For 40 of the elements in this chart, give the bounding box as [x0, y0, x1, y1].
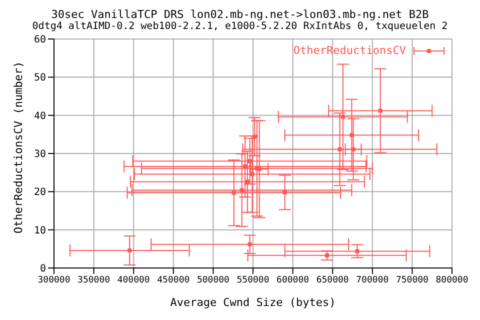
y-tick-label: 60	[34, 34, 46, 46]
x-tick-label: 550000	[236, 275, 270, 286]
x-tick-label: 500000	[196, 275, 230, 286]
point	[325, 253, 330, 258]
y-axis-title: OtherReductionsCV (number)	[12, 61, 25, 234]
point	[338, 147, 342, 152]
point	[340, 114, 345, 119]
point	[351, 147, 356, 152]
y-tick-label: 40	[34, 110, 46, 122]
chart-title: 30sec VanillaTCP DRS lon02.mb-ng.net->lon03.mb-ng.net B2B	[50, 8, 430, 21]
x-tick-label: 300000	[38, 275, 70, 286]
point	[245, 180, 250, 184]
point	[248, 242, 252, 246]
point	[350, 133, 354, 138]
x-tick-label: 750000	[396, 275, 428, 286]
x-tick-label: 700000	[356, 275, 389, 286]
chart-subtitle: 0dtg4 altAIMD-0.2 web100-2.2.1, e1000-5.2.20 RxIntAbs 0, txqueuelen 2	[31, 21, 449, 33]
y-tick-label: 50	[34, 72, 46, 84]
y-tick-label: 30	[34, 149, 46, 160]
y-tick-label: 10	[34, 225, 46, 236]
y-tick-label: 0	[40, 264, 46, 275]
x-tick-label: 650000	[316, 275, 349, 286]
point	[248, 159, 252, 164]
y-tick-label: 20	[34, 187, 46, 198]
x-tick-label: 800000	[436, 275, 468, 286]
x-tick-label: 450000	[157, 275, 190, 286]
point	[355, 249, 360, 254]
point	[240, 188, 244, 192]
point	[243, 164, 248, 168]
point	[378, 108, 382, 113]
x-axis-title: Average Cwnd Size (bytes)	[170, 296, 336, 309]
point	[282, 190, 287, 194]
point	[128, 248, 132, 252]
legend-label: OtherReductionsCV	[293, 44, 406, 57]
x-tick-label: 350000	[78, 275, 110, 286]
x-tick-label: 600000	[276, 275, 310, 286]
point	[252, 134, 257, 139]
point	[250, 172, 254, 176]
x-tick-label: 400000	[117, 275, 150, 286]
point	[232, 190, 236, 195]
